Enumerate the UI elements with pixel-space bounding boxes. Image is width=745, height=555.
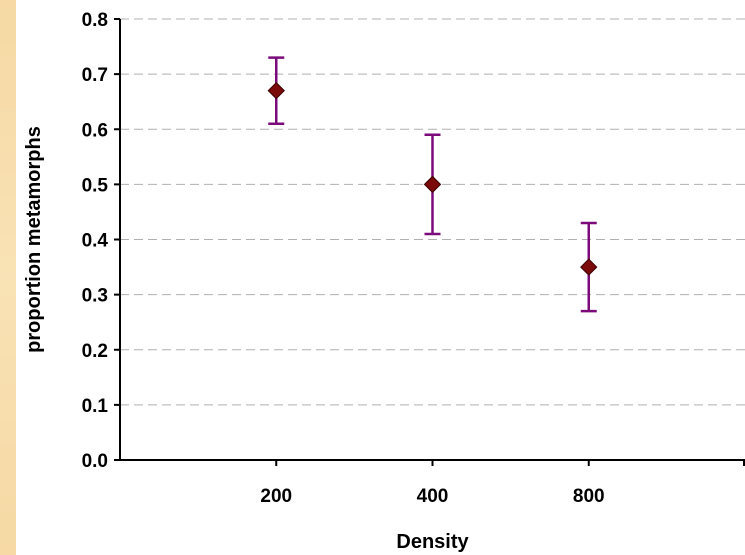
y-tick-label: 0.5: [82, 175, 109, 196]
y-axis-label: proportion metamorphs: [23, 126, 45, 353]
x-tick-label: 800: [573, 486, 605, 507]
data-point-marker: [580, 258, 598, 276]
background-strip: [0, 0, 16, 555]
y-tick-label: 0.1: [82, 396, 109, 417]
x-ticks: 200 400 800: [260, 460, 745, 507]
x-axis-label: Density: [396, 531, 469, 553]
y-tick-label: 0.2: [82, 341, 108, 362]
data-point-marker: [267, 81, 285, 100]
y-tick-label: 0.3: [82, 286, 108, 307]
data-point-marker: [423, 175, 442, 194]
y-tick-label: 0.0: [82, 451, 108, 472]
x-tick-label: 200: [260, 486, 292, 507]
data-points: [267, 81, 598, 276]
y-tick-label: 0.7: [82, 65, 108, 86]
y-tick-label: 0.8: [82, 10, 108, 31]
y-ticks: 0.0 0.1 0.2 0.3 0.4 0.5 0.6 0.7 0.8: [82, 10, 120, 472]
x-tick-label: 400: [417, 486, 449, 507]
y-tick-label: 0.4: [82, 231, 109, 252]
y-tick-label: 0.6: [82, 120, 108, 141]
